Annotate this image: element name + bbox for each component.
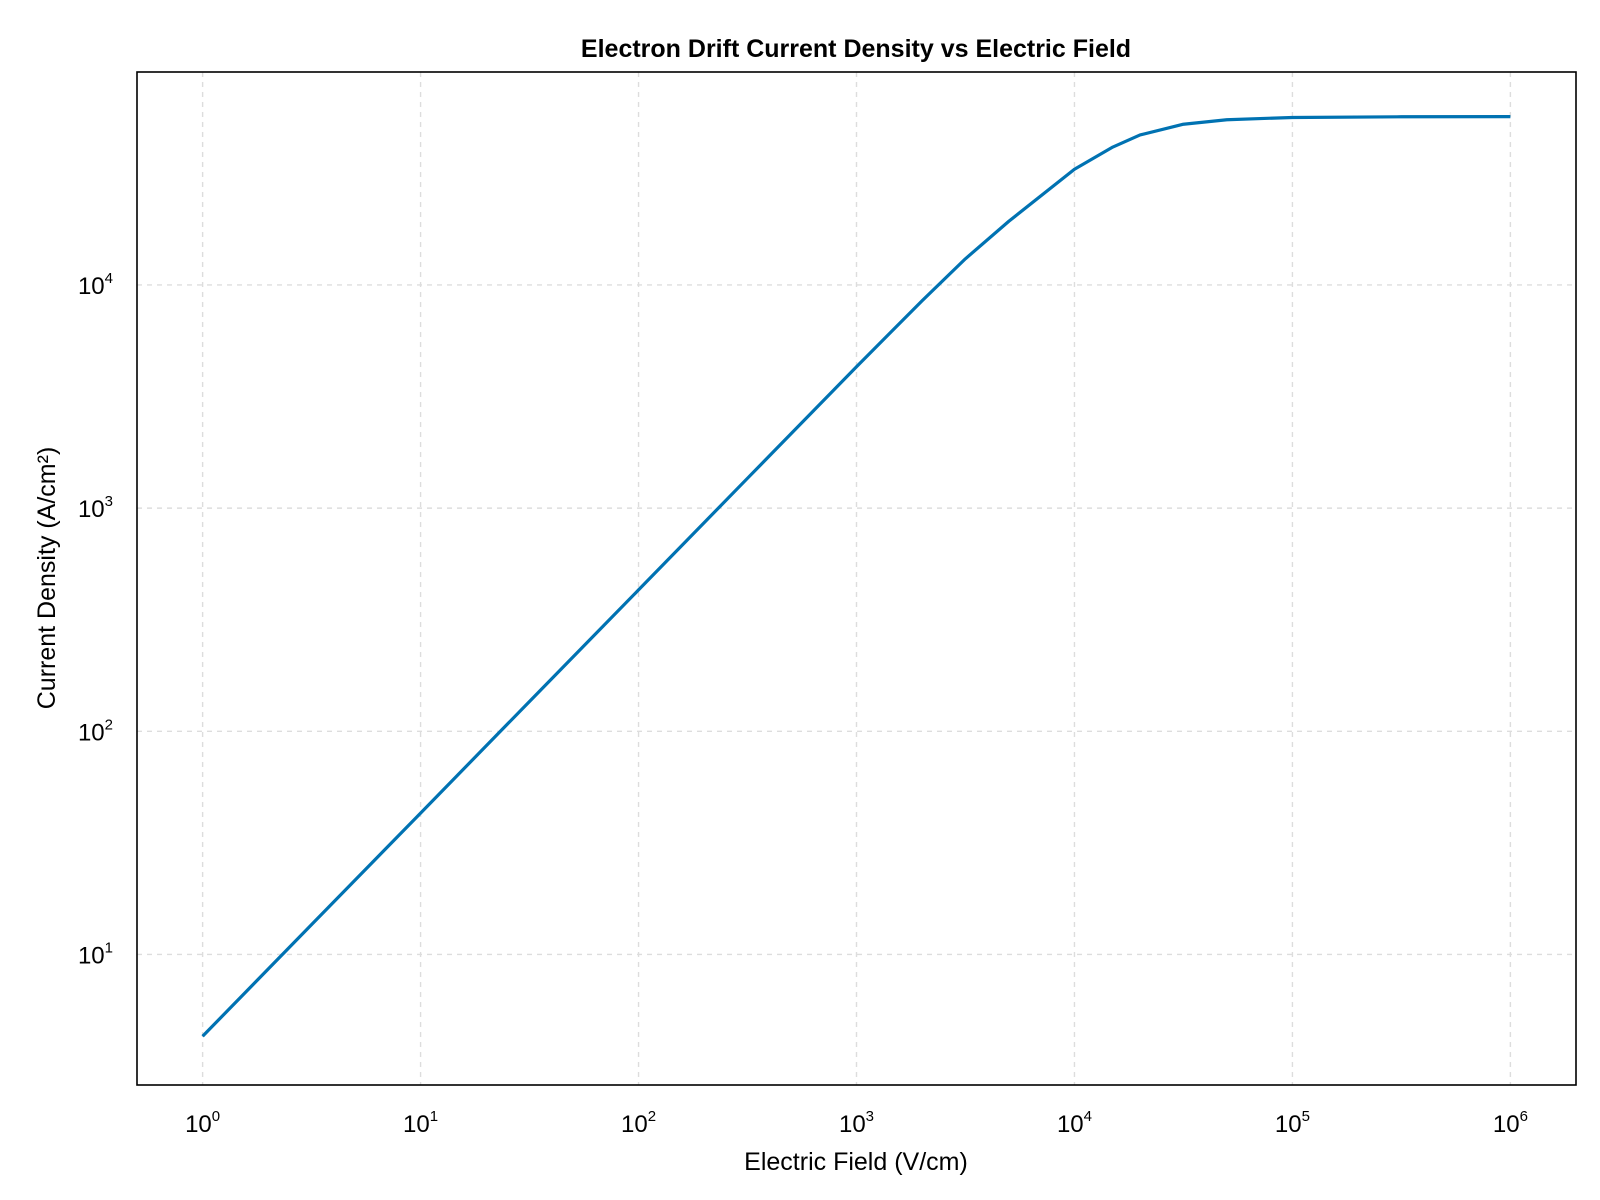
series-line xyxy=(201,115,1511,1038)
y-tick-exponent: 2 xyxy=(105,716,113,733)
x-tick-exponent: 2 xyxy=(648,1108,656,1125)
x-tick-base: 10 xyxy=(839,1111,866,1138)
x-tick-base: 10 xyxy=(1275,1111,1302,1138)
x-tick-base: 10 xyxy=(185,1111,212,1138)
x-tick-label: 103 xyxy=(839,1108,874,1138)
y-tick-base: 10 xyxy=(78,942,105,969)
y-tick-label: 101 xyxy=(78,939,113,969)
y-tick-label: 102 xyxy=(78,716,113,746)
x-tick-base: 10 xyxy=(1493,1111,1520,1138)
x-tick-exponent: 4 xyxy=(1084,1108,1092,1125)
x-tick-label: 101 xyxy=(403,1108,438,1138)
x-tick-label: 106 xyxy=(1493,1108,1528,1138)
y-tick-label: 104 xyxy=(78,270,113,300)
x-axis: 100 101 102 103 104 105 106 xyxy=(185,1108,1528,1138)
y-tick-exponent: 1 xyxy=(105,939,113,956)
series-layer xyxy=(201,115,1511,1038)
x-tick-base: 10 xyxy=(621,1111,648,1138)
x-tick-label: 104 xyxy=(1057,1108,1092,1138)
y-tick-exponent: 4 xyxy=(105,270,113,287)
x-tick-label: 105 xyxy=(1275,1108,1310,1138)
y-tick-base: 10 xyxy=(78,719,105,746)
x-tick-exponent: 0 xyxy=(212,1108,220,1125)
plot-frame xyxy=(136,71,1577,1086)
x-tick-exponent: 6 xyxy=(1520,1108,1528,1125)
y-tick-label: 103 xyxy=(78,493,113,523)
x-tick-exponent: 3 xyxy=(866,1108,874,1125)
chart-title: Electron Drift Current Density vs Electr… xyxy=(581,35,1131,63)
x-tick-exponent: 5 xyxy=(1302,1108,1310,1125)
y-axis-label: Current Density (A/cm²) xyxy=(33,447,61,710)
x-axis-label: Electric Field (V/cm) xyxy=(744,1148,968,1176)
x-tick-label: 100 xyxy=(185,1108,220,1138)
x-tick-base: 10 xyxy=(403,1111,430,1138)
x-tick-base: 10 xyxy=(1057,1111,1084,1138)
x-tick-exponent: 1 xyxy=(430,1108,438,1125)
grid xyxy=(137,72,1576,1085)
y-tick-base: 10 xyxy=(78,273,105,300)
x-tick-label: 102 xyxy=(621,1108,656,1138)
y-tick-base: 10 xyxy=(78,496,105,523)
y-tick-exponent: 3 xyxy=(105,493,113,510)
